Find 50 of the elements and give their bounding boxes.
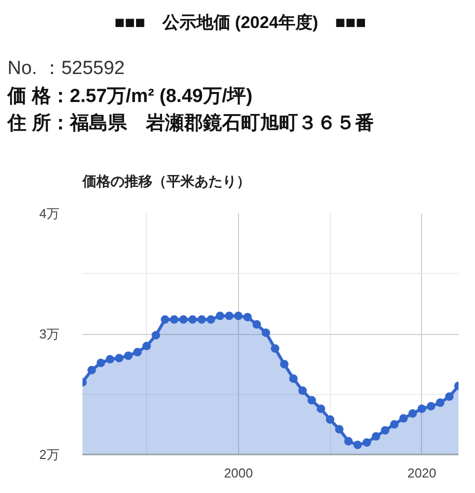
point xyxy=(308,396,316,405)
point xyxy=(96,358,106,368)
point xyxy=(289,374,298,383)
y-tick-label: 3万 xyxy=(39,326,60,342)
point xyxy=(179,315,188,324)
point xyxy=(436,398,444,407)
point xyxy=(152,330,160,340)
point xyxy=(426,402,436,411)
y-tick-label: 4万 xyxy=(39,206,60,221)
point xyxy=(252,320,261,329)
chart-title: ■■■ 公示地価 (2024年度) ■■■ xyxy=(114,13,366,32)
point xyxy=(298,386,307,395)
point xyxy=(344,437,353,446)
y-tick-label: 2万 xyxy=(39,447,60,462)
point xyxy=(133,348,142,356)
point xyxy=(418,404,426,413)
point xyxy=(372,432,380,441)
point xyxy=(326,415,334,424)
point xyxy=(87,366,96,374)
point xyxy=(316,404,326,413)
point xyxy=(234,312,243,320)
point xyxy=(408,409,417,418)
point xyxy=(353,440,362,450)
x-tick-label: 2020 xyxy=(407,466,436,480)
point xyxy=(106,355,114,364)
point xyxy=(335,424,344,434)
point xyxy=(170,315,178,324)
point xyxy=(188,315,197,324)
point xyxy=(399,414,408,423)
point xyxy=(445,392,454,401)
point xyxy=(206,315,216,324)
point xyxy=(124,351,133,360)
point xyxy=(142,342,151,350)
point xyxy=(362,438,372,447)
point xyxy=(390,420,399,429)
point xyxy=(197,315,206,324)
x-tick-label: 2000 xyxy=(224,466,253,480)
point xyxy=(270,344,280,353)
text: 価 格：2.57万/m² (8.49万/坪) xyxy=(6,86,252,107)
point xyxy=(243,312,252,322)
text: No. ：525592 xyxy=(8,58,125,79)
point xyxy=(216,312,224,320)
point xyxy=(160,315,170,324)
chart-subtitle: 価格の推移（平米あたり） xyxy=(82,173,250,189)
point xyxy=(224,312,234,320)
point xyxy=(114,354,124,362)
point xyxy=(280,360,289,368)
text: 住 所：福島県 岩瀬郡鏡石町旭町３６５番 xyxy=(6,112,374,134)
point xyxy=(380,426,390,435)
point xyxy=(262,328,270,338)
